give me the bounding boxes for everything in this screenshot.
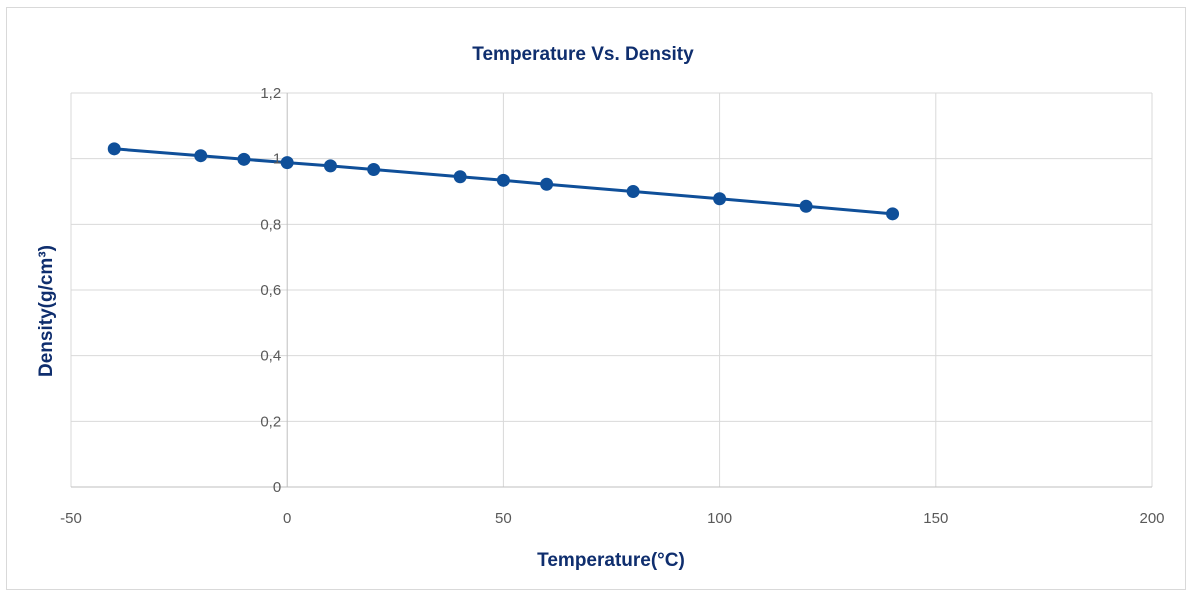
y-tick-label: 0 — [273, 479, 281, 496]
chart-frame — [6, 7, 1186, 590]
y-tick-label: 0,8 — [260, 216, 281, 233]
x-tick-label: 200 — [1139, 510, 1164, 527]
data-point — [886, 207, 900, 221]
data-point — [280, 156, 294, 170]
data-point — [496, 173, 510, 187]
x-axis-title: Temperature(°C) — [537, 550, 685, 571]
y-axis-title: Density(g/cm³) — [36, 245, 57, 377]
data-point — [194, 149, 208, 163]
x-tick-label: 150 — [923, 510, 948, 527]
y-tick-label: 1 — [273, 151, 281, 168]
data-point — [237, 152, 251, 166]
series-layer — [107, 142, 900, 221]
x-tick-label: 0 — [283, 510, 291, 527]
gridlines — [70, 92, 1153, 487]
data-point — [367, 163, 381, 177]
y-tick-label: 0,4 — [260, 348, 281, 365]
y-tick-label: 0,2 — [260, 413, 281, 430]
tick-labels: 0 0,2 0,4 0,6 0,8 1 1,2 -50 0 50 100 150 200 — [60, 85, 1164, 527]
x-tick-label: -50 — [60, 510, 82, 527]
y-tick-label: 0,6 — [260, 282, 281, 299]
chart-title: Temperature Vs. Density — [472, 44, 694, 65]
data-point — [323, 159, 337, 173]
data-point — [453, 170, 467, 184]
x-tick-label: 50 — [495, 510, 512, 527]
data-point — [626, 185, 640, 198]
x-tick-label: 100 — [707, 510, 732, 527]
data-point — [799, 199, 813, 213]
data-point — [107, 142, 121, 156]
y-tick-label: 1,2 — [260, 85, 281, 102]
data-point — [540, 177, 554, 191]
data-point — [713, 192, 727, 206]
